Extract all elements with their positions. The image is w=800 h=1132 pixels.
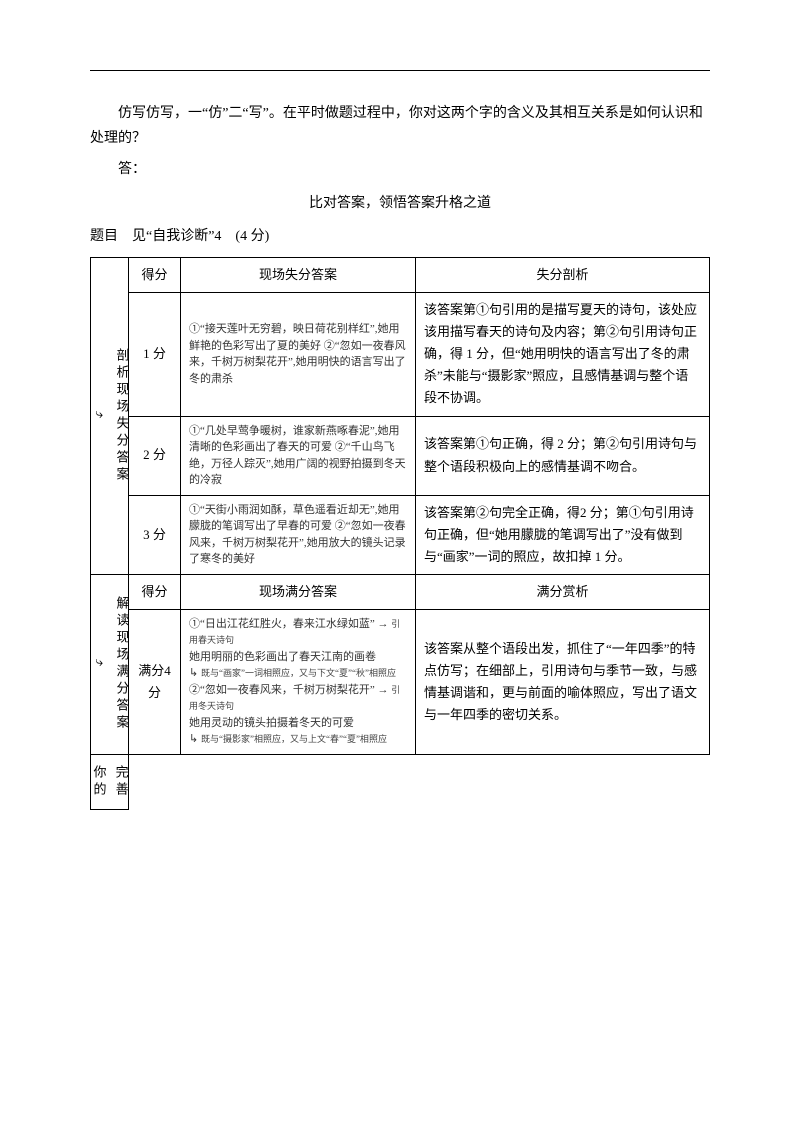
- score-cell: 1 分: [129, 293, 181, 416]
- score-cell: 3 分: [129, 495, 181, 574]
- hw-line: ①“日出江花红胜火，春来江水绿如蓝”: [189, 618, 375, 630]
- arrow-right-icon: →: [378, 618, 389, 630]
- hw-note: 既与“摄影家”相照应，又与上文“春”“夏”相照应: [201, 734, 387, 744]
- hw-line: 她用明丽的色彩画出了春天江南的画卷: [189, 651, 376, 663]
- analysis-cell: 该答案第②句完全正确，得2 分；第①句引用诗句正确，但“她用朦胧的笔调写出了”没…: [416, 495, 710, 574]
- header-score: 得分: [129, 257, 181, 292]
- handwriting-full: ①“日出江花红胜火，春来江水绿如蓝” → 引用春天诗句 她用明丽的色彩画出了春天…: [189, 616, 407, 748]
- side-label-lost-text: 剖析现场失分答案: [114, 348, 129, 484]
- intro-paragraph-1: 仿写仿写，一“仿”二“写”。在平时做题过程中，你对这两个字的含义及其相互关系是如…: [90, 101, 710, 151]
- hw-line: ②“忽如一夜春风来，千树万树梨花开”: [189, 684, 375, 696]
- header-score-2: 得分: [129, 574, 181, 609]
- side-label-full-text: 解读现场满分答案: [114, 596, 129, 732]
- analysis-cell: 该答案第①句正确，得 2 分；第②句引用诗句与整个语段积极向上的感情基调不吻合。: [416, 416, 710, 495]
- analysis-table: 剖析现场失分答案 ⤷ 得分 现场失分答案 失分剖析 1 分 ①“接天莲叶无穷碧，…: [90, 257, 710, 810]
- page-top-rule: [90, 70, 710, 71]
- hw-line: 她用灵动的镜头拍摄着冬天的可爱: [189, 717, 354, 729]
- arrow-down-icon: ⤷: [91, 407, 106, 425]
- question-reference: 题目 见“自我诊断”4 (4 分): [90, 224, 710, 249]
- table-row: 1 分 ①“接天莲叶无穷碧，映日荷花别样红”,她用鲜艳的色彩写出了夏的美好 ②“…: [91, 293, 710, 416]
- score-cell: 2 分: [129, 416, 181, 495]
- table-row: 解读现场满分答案 ⤷ 得分 现场满分答案 满分赏析: [91, 574, 710, 609]
- side-label-full: 解读现场满分答案 ⤷: [91, 574, 129, 754]
- header-lost-answer: 现场失分答案: [181, 257, 416, 292]
- handwriting-text: ①“天街小雨润如酥，草色遥看近却无”,她用朦胧的笔调写出了早春的可爱 ②“忽如一…: [189, 502, 407, 568]
- analysis-cell-full: 该答案从整个语段出发，抓住了“一年四季”的特点仿写；在细部上，引用诗句与季节一致…: [416, 609, 710, 754]
- handwriting-cell: ①“接天莲叶无穷碧，映日荷花别样红”,她用鲜艳的色彩写出了夏的美好 ②“忽如一夜…: [181, 293, 416, 416]
- header-lost-analysis: 失分剖析: [416, 257, 710, 292]
- table-row: 3 分 ①“天街小雨润如酥，草色遥看近却无”,她用朦胧的笔调写出了早春的可爱 ②…: [91, 495, 710, 574]
- empty-improve-cell: [129, 754, 710, 809]
- hw-note: 既与“画家”一词相照应，又与下文“夏”“秋”相照应: [201, 668, 396, 678]
- table-row: 完善你的: [91, 754, 710, 809]
- arrow-right-icon: →: [378, 684, 389, 696]
- answer-label: 答：: [90, 157, 710, 182]
- score-cell-full: 满分4 分: [129, 609, 181, 754]
- arrow-right-icon: ↳: [189, 733, 198, 745]
- handwriting-text: ①“接天莲叶无穷碧，映日荷花别样红”,她用鲜艳的色彩写出了夏的美好 ②“忽如一夜…: [189, 321, 407, 387]
- header-full-answer: 现场满分答案: [181, 574, 416, 609]
- table-row: 2 分 ①“几处早莺争暖树，谁家新燕啄春泥”,她用清晰的色彩画出了春天的可爱 ②…: [91, 416, 710, 495]
- center-heading: 比对答案，领悟答案升格之道: [90, 191, 710, 216]
- handwriting-cell-full: ①“日出江花红胜火，春来江水绿如蓝” → 引用春天诗句 她用明丽的色彩画出了春天…: [181, 609, 416, 754]
- side-label-improve: 完善你的: [91, 754, 129, 809]
- side-label-lost: 剖析现场失分答案 ⤷: [91, 257, 129, 574]
- header-full-analysis: 满分赏析: [416, 574, 710, 609]
- analysis-cell: 该答案第①句引用的是描写夏天的诗句，该处应该用描写春天的诗句及内容；第②句引用诗…: [416, 293, 710, 416]
- table-row: 剖析现场失分答案 ⤷ 得分 现场失分答案 失分剖析: [91, 257, 710, 292]
- table-row: 满分4 分 ①“日出江花红胜火，春来江水绿如蓝” → 引用春天诗句 她用明丽的色…: [91, 609, 710, 754]
- arrow-right-icon: ↳: [189, 667, 198, 679]
- side-label-improve-text: 完善你的: [92, 765, 129, 799]
- handwriting-cell: ①“天街小雨润如酥，草色遥看近却无”,她用朦胧的笔调写出了早春的可爱 ②“忽如一…: [181, 495, 416, 574]
- handwriting-text: ①“几处早莺争暖树，谁家新燕啄春泥”,她用清晰的色彩画出了春天的可爱 ②“千山鸟…: [189, 423, 407, 489]
- handwriting-cell: ①“几处早莺争暖树，谁家新燕啄春泥”,她用清晰的色彩画出了春天的可爱 ②“千山鸟…: [181, 416, 416, 495]
- arrow-down-icon: ⤷: [91, 655, 106, 673]
